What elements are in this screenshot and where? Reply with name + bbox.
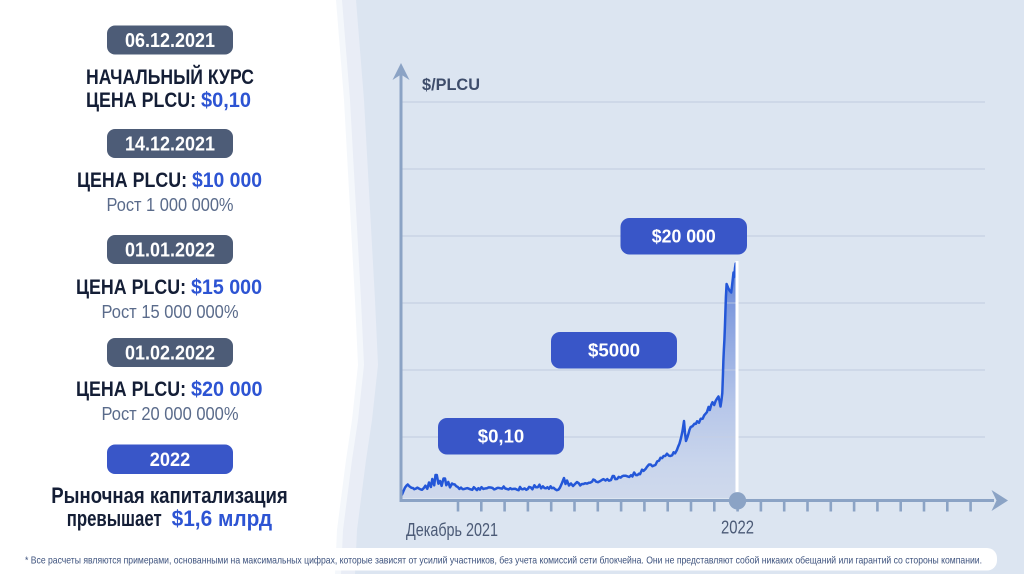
svg-text:$10 000: $10 000 — [192, 169, 262, 192]
svg-text:ЦЕНА PLCU:: ЦЕНА PLCU: — [76, 378, 186, 401]
svg-text:превышает: превышает — [67, 506, 162, 531]
svg-text:$1,6 млрд: $1,6 млрд — [172, 506, 273, 531]
svg-text:$20 000: $20 000 — [652, 226, 716, 247]
svg-text:2022: 2022 — [721, 517, 754, 538]
svg-text:ЦЕНА PLCU:: ЦЕНА PLCU: — [86, 89, 196, 112]
svg-text:Декабрь 2021: Декабрь 2021 — [406, 519, 498, 540]
svg-text:2022: 2022 — [150, 450, 191, 471]
svg-text:$/PLCU: $/PLCU — [422, 75, 480, 94]
svg-text:Рыночная капитализация: Рыночная капитализация — [51, 483, 288, 508]
svg-text:* Все расчеты являются примера: * Все расчеты являются примерами, основа… — [25, 555, 982, 567]
svg-text:Рост 15 000 000%: Рост 15 000 000% — [102, 302, 239, 322]
svg-text:Рост 1 000 000%: Рост 1 000 000% — [107, 195, 234, 215]
svg-text:01.01.2022: 01.01.2022 — [125, 240, 215, 262]
svg-text:ЦЕНА PLCU:: ЦЕНА PLCU: — [77, 169, 187, 192]
svg-text:$20 000: $20 000 — [191, 378, 263, 401]
svg-text:Рост 20 000 000%: Рост 20 000 000% — [102, 404, 239, 424]
svg-text:$0,10: $0,10 — [201, 89, 251, 112]
svg-text:НАЧАЛЬНЫЙ КУРС: НАЧАЛЬНЫЙ КУРС — [86, 65, 254, 89]
svg-text:$0,10: $0,10 — [478, 426, 525, 447]
svg-text:$15 000: $15 000 — [191, 276, 262, 299]
svg-text:06.12.2021: 06.12.2021 — [125, 30, 215, 52]
svg-text:01.02.2022: 01.02.2022 — [125, 343, 215, 365]
svg-text:14.12.2021: 14.12.2021 — [125, 134, 215, 156]
svg-text:ЦЕНА PLCU:: ЦЕНА PLCU: — [76, 276, 186, 299]
svg-text:$5000: $5000 — [588, 340, 640, 361]
